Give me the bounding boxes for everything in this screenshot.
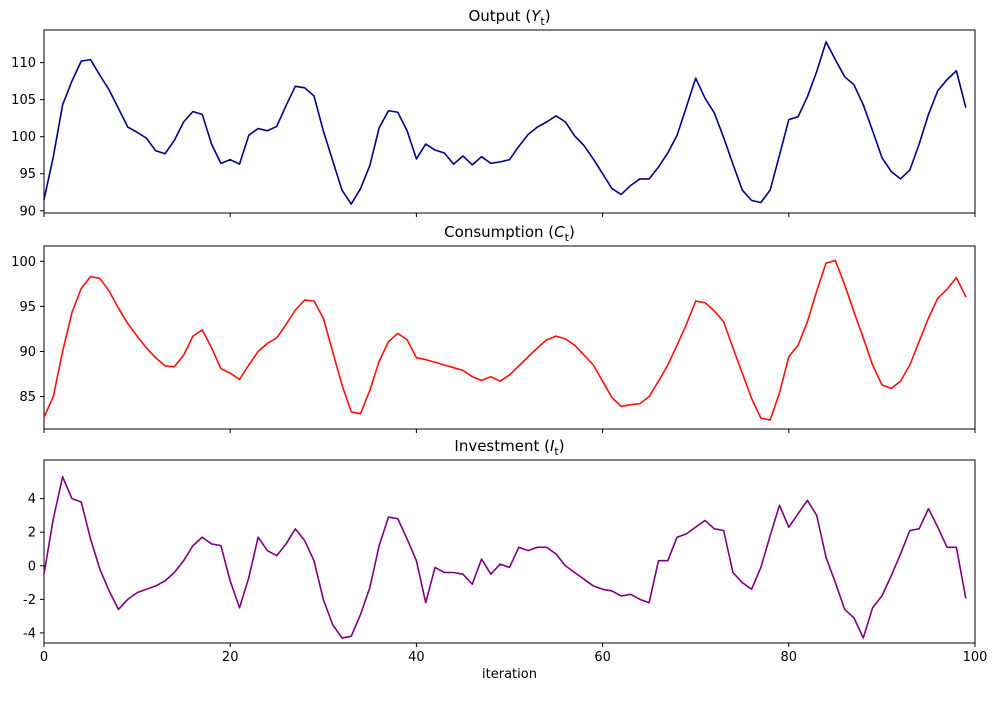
x-tick-label: 100 (963, 650, 988, 665)
x-tick-label: 20 (222, 650, 239, 665)
output-axes-box (43, 29, 976, 214)
consumption-ytick-label: 95 (19, 300, 36, 315)
consumption-ytick-label: 100 (11, 255, 36, 270)
title-text: Investment ( (454, 437, 550, 455)
consumption-line (43, 259, 967, 421)
consumption-plot-title: Consumption (Ct) (44, 223, 975, 247)
title-text: ) (558, 437, 565, 455)
title-text: ) (568, 223, 575, 241)
investment-ytick-label: 4 (28, 492, 36, 507)
output-line (43, 41, 967, 205)
investment-plot-title: Investment (It) (44, 437, 975, 461)
title-text: Output ( (468, 7, 532, 25)
x-tick-label: 40 (408, 650, 425, 665)
output-ytick-label: 100 (11, 130, 36, 145)
title-subscript: t (554, 445, 559, 458)
x-tick-label: 80 (781, 650, 798, 665)
investment-axes-box (43, 459, 976, 644)
output-ytick-label: 105 (11, 93, 36, 108)
title-symbol: I (549, 437, 555, 455)
output-plot-title: Output (Yt) (44, 7, 975, 31)
investment-line (43, 475, 967, 639)
consumption-ytick-label: 90 (19, 345, 36, 360)
output-ytick-label: 90 (19, 204, 36, 219)
output-ytick-label: 110 (11, 56, 36, 71)
title-text: Consumption ( (444, 223, 555, 241)
x-tick-label: 0 (40, 650, 48, 665)
title-subscript: t (564, 231, 569, 244)
consumption-axes-box (43, 245, 976, 430)
investment-ytick-label: 2 (28, 526, 36, 541)
x-axis-label: iteration (482, 667, 537, 682)
investment-ytick-label: -2 (23, 593, 36, 608)
investment-ytick-label: -4 (23, 626, 36, 641)
investment-ytick-label: 0 (28, 559, 36, 574)
title-symbol: C (554, 223, 565, 241)
title-text: ) (544, 7, 551, 25)
title-subscript: t (540, 15, 545, 28)
output-ytick-label: 95 (19, 167, 36, 182)
consumption-ytick-label: 85 (19, 390, 36, 405)
title-symbol: Y (531, 7, 541, 25)
x-tick-label: 60 (594, 650, 611, 665)
